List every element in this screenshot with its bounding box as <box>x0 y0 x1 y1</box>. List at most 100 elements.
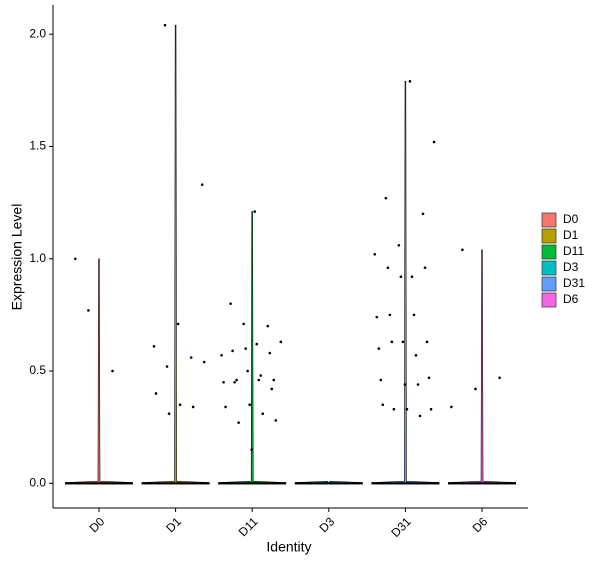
point <box>403 383 407 386</box>
legend-swatch <box>541 276 557 292</box>
y-axis-title: Expression Level <box>9 204 25 311</box>
point <box>373 252 377 256</box>
point <box>250 448 253 451</box>
point <box>392 407 396 411</box>
legend-label: D6 <box>563 292 579 306</box>
point <box>167 412 171 415</box>
point <box>397 243 401 247</box>
point <box>461 248 464 252</box>
point <box>388 313 392 317</box>
legend-swatch <box>541 292 557 308</box>
point <box>272 378 276 382</box>
point <box>222 380 225 384</box>
point <box>261 412 265 415</box>
point <box>399 275 403 279</box>
point <box>474 387 477 391</box>
legend-swatch <box>541 212 557 228</box>
point <box>253 210 257 213</box>
violin <box>218 211 287 485</box>
point <box>87 309 90 312</box>
violin <box>448 249 517 485</box>
point <box>248 403 251 407</box>
y-tick-label: 0.5 <box>29 363 46 377</box>
x-axis-title: Identity <box>266 539 311 555</box>
point <box>200 183 204 186</box>
point <box>224 405 227 409</box>
point <box>255 342 259 346</box>
y-tick-label: 2.0 <box>29 26 46 40</box>
point <box>410 275 414 279</box>
x-tick-label: D1 <box>163 514 184 535</box>
legend-label: D1 <box>563 228 579 242</box>
point <box>111 369 114 373</box>
legend-swatch <box>541 260 557 276</box>
x-tick-label: D0 <box>87 514 108 535</box>
violin <box>64 258 133 485</box>
point <box>176 322 180 326</box>
point <box>498 376 501 380</box>
point <box>427 376 431 380</box>
point <box>386 266 390 270</box>
legend-label: D0 <box>563 212 579 226</box>
point <box>231 349 234 353</box>
point <box>165 365 169 368</box>
x-tick-label: D6 <box>470 514 491 535</box>
legend-label: D11 <box>563 244 584 258</box>
point <box>229 302 232 305</box>
point <box>381 403 385 407</box>
point <box>270 387 274 391</box>
violin <box>371 81 440 485</box>
point <box>220 354 223 357</box>
point <box>412 313 416 317</box>
point <box>202 360 206 364</box>
y-tick-label: 1.5 <box>29 139 46 153</box>
point <box>429 407 433 411</box>
x-tick-label: D31 <box>388 514 414 540</box>
point <box>432 140 436 144</box>
point <box>384 196 388 200</box>
point <box>152 345 156 348</box>
point <box>154 392 158 395</box>
legend-label: D31 <box>563 276 585 290</box>
point <box>421 212 425 216</box>
point <box>257 378 261 382</box>
x-tick-label: D3 <box>316 514 337 535</box>
point <box>279 340 283 344</box>
point <box>191 405 195 409</box>
point <box>246 369 249 373</box>
point <box>244 347 247 350</box>
point <box>405 407 409 411</box>
point <box>375 315 379 319</box>
point <box>74 257 77 261</box>
point <box>423 266 427 270</box>
x-tick-label: D11 <box>236 514 261 539</box>
y-tick-label: 0.0 <box>29 475 46 489</box>
legend-swatch <box>541 228 557 244</box>
point <box>379 378 383 382</box>
point <box>401 340 405 344</box>
point <box>178 403 182 407</box>
legend-swatch <box>541 244 557 260</box>
point <box>233 380 236 384</box>
point <box>189 356 193 359</box>
point <box>266 324 270 328</box>
y-tick-label: 1.0 <box>29 251 46 265</box>
point <box>416 383 420 386</box>
point <box>237 421 240 424</box>
point <box>268 351 272 355</box>
point <box>163 23 167 27</box>
point <box>259 374 263 377</box>
point <box>274 419 278 422</box>
point <box>450 405 453 409</box>
point <box>425 340 429 344</box>
violin <box>141 24 210 485</box>
point <box>242 322 245 326</box>
point <box>377 347 381 350</box>
point <box>418 414 422 418</box>
legend-label: D3 <box>563 260 579 274</box>
point <box>408 80 412 83</box>
point <box>414 354 418 357</box>
point <box>390 340 394 344</box>
point <box>235 378 238 382</box>
